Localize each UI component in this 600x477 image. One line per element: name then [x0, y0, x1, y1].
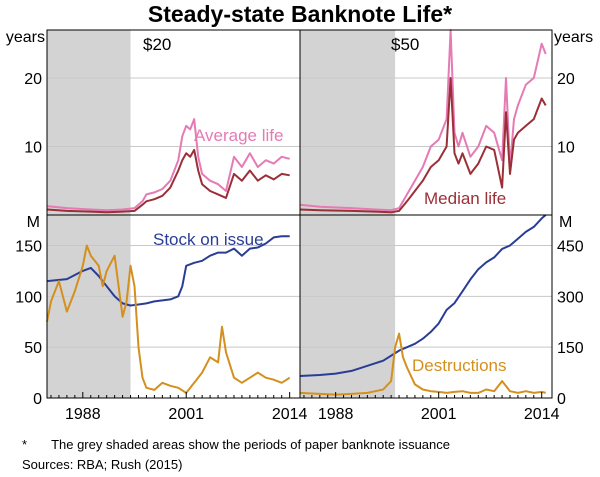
series-label-stock_on_issue: Stock on issue — [153, 230, 264, 249]
x-tick-label: 2014 — [272, 406, 308, 423]
y-unit-label: years — [554, 29, 593, 46]
y-tick-label-top-right: 10 — [557, 139, 575, 156]
y-tick-label-bottom-left: 150 — [15, 239, 42, 256]
panel-frame-bottom-right — [299, 214, 553, 399]
panel-label-top-right: $50 — [391, 35, 419, 54]
plot-area: 10 20 10 20 50 100 150 0 150 300 450 0 years years M M 1… — [6, 29, 593, 423]
y-tick-label-bottom-right: 450 — [557, 239, 584, 256]
footnote: * The grey shaded areas show the periods … — [22, 437, 450, 452]
sources-text: Sources: RBA; Rush (2015) — [22, 457, 183, 472]
chart-title: Steady-state Banknote Life* — [148, 1, 452, 27]
y-unit-label: M — [27, 214, 40, 231]
x-tick-label: 2001 — [421, 406, 457, 423]
series-line-average_life-top-right — [299, 29, 547, 212]
series-line-stock_on_issue-bottom-right — [299, 214, 547, 377]
y-tick-label-bottom-right: 150 — [557, 340, 584, 357]
shade-bottom-left — [47, 215, 131, 398]
series-line-destructions-bottom-right — [299, 332, 546, 396]
x-tick-label: 1988 — [65, 406, 101, 423]
sources: Sources: RBA; Rush (2015) — [22, 457, 182, 472]
y-tick-label-bottom-left: 50 — [24, 340, 42, 357]
footnote-marker: * — [22, 437, 28, 452]
y-tick-label-bottom-left: 0 — [33, 391, 42, 408]
y-tick-label-bottom-right: 300 — [557, 289, 584, 306]
series-line-destructions-bottom-left — [46, 244, 291, 394]
x-tick-label: 2001 — [168, 406, 204, 423]
series-line-average_life-top-left — [46, 118, 290, 212]
shade-top-left — [47, 30, 131, 215]
y-tick-label-top-left: 20 — [24, 71, 42, 88]
x-tick-label: 1988 — [318, 406, 354, 423]
series-label-average_life: Average life — [194, 126, 283, 145]
shade-top-right — [300, 30, 396, 215]
footnote-text: The grey shaded areas show the periods o… — [51, 437, 450, 452]
y-tick-label-top-right: 20 — [557, 71, 575, 88]
shade-bottom-right — [300, 215, 396, 398]
panel-label-top-left: $20 — [143, 35, 171, 54]
x-tick-label: 2014 — [524, 406, 560, 423]
series-label-median_life: Median life — [424, 189, 506, 208]
y-unit-label: years — [6, 29, 45, 46]
series-line-median_life-top-right — [299, 77, 547, 214]
y-unit-label: M — [559, 214, 572, 231]
y-tick-label-bottom-right: 0 — [557, 391, 566, 408]
series-label-destructions: Destructions — [412, 356, 506, 375]
series-line-median_life-top-left — [46, 148, 290, 214]
series-line-stock_on_issue-bottom-left — [46, 235, 290, 307]
y-tick-label-top-left: 10 — [24, 139, 42, 156]
y-tick-label-bottom-left: 100 — [15, 289, 42, 306]
